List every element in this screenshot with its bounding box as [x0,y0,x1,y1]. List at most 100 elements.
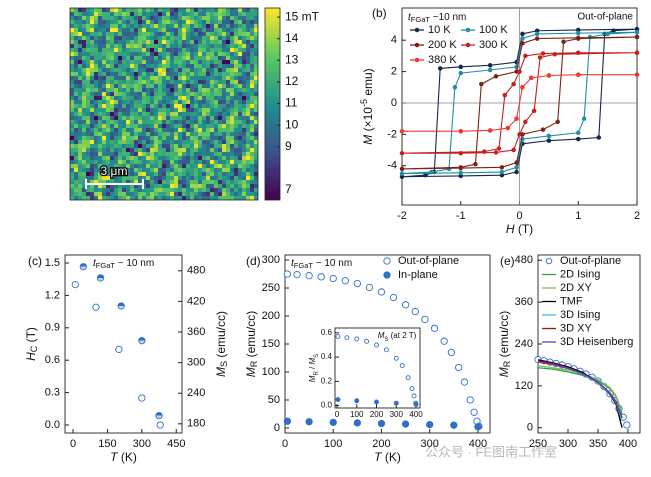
image-pixel [162,136,166,140]
image-pixel [238,56,242,60]
image-pixel [150,88,154,92]
image-pixel [214,28,218,32]
image-pixel [182,172,186,176]
image-pixel [138,68,142,72]
image-pixel [102,168,106,172]
image-pixel [110,180,114,184]
image-pixel [206,8,210,12]
marker [329,274,337,283]
image-pixel [86,128,90,132]
image-pixel [202,116,206,120]
image-pixel [174,168,178,172]
image-pixel [150,116,154,120]
x-tick-label: 300 [133,438,151,450]
image-pixel [230,68,234,72]
image-pixel [106,160,110,164]
image-pixel [174,60,178,64]
image-pixel [82,152,86,156]
image-pixel [126,116,130,120]
text-run: M [308,375,317,382]
image-pixel [114,80,118,84]
image-pixel [178,72,182,76]
image-pixel [154,96,158,100]
image-pixel [246,60,250,64]
image-pixel [178,184,182,188]
marker [514,169,519,175]
image-pixel [238,192,242,196]
image-pixel [126,168,130,172]
image-pixel [154,44,158,48]
image-pixel [106,12,110,16]
image-pixel [90,180,94,184]
image-pixel [146,36,150,40]
image-pixel [114,196,118,200]
image-pixel [162,160,166,164]
image-pixel [98,64,102,68]
image-pixel [150,148,154,152]
image-pixel [138,144,142,148]
image-pixel [122,120,126,124]
image-pixel [198,72,202,76]
image-pixel [70,92,74,96]
image-pixel [162,28,166,32]
image-pixel [70,24,74,28]
image-pixel [250,152,254,156]
image-pixel [154,196,158,200]
image-pixel [254,44,258,48]
image-pixel [246,96,250,100]
image-pixel [242,136,246,140]
image-pixel [110,68,114,72]
image-pixel [138,60,142,64]
image-pixel [206,28,210,32]
image-pixel [126,100,130,104]
panel-label: (b) [372,6,387,20]
image-pixel [130,52,134,56]
image-pixel [182,40,186,44]
image-pixel [146,100,150,104]
image-pixel [186,188,190,192]
image-pixel [122,60,126,64]
image-pixel [218,20,222,24]
image-pixel [154,20,158,24]
image-pixel [182,20,186,24]
image-pixel [170,100,174,104]
image-pixel [254,96,258,100]
image-pixel [162,116,166,120]
image-pixel [102,184,106,188]
image-pixel [230,48,234,52]
image-pixel [78,148,82,152]
image-pixel [210,60,214,64]
image-pixel [186,144,190,148]
image-pixel [186,36,190,40]
image-pixel [170,36,174,40]
image-pixel [246,160,250,164]
image-pixel [110,192,114,196]
image-pixel [218,56,222,60]
marker [414,42,420,48]
image-pixel [110,96,114,100]
image-pixel [202,164,206,168]
image-pixel [146,80,150,84]
image-pixel [78,168,82,172]
image-pixel [142,192,146,196]
image-pixel [226,64,230,68]
image-pixel [246,144,250,148]
image-pixel [218,96,222,100]
image-pixel [82,80,86,84]
image-pixel [158,196,162,200]
image-pixel [118,100,122,104]
image-pixel [210,28,214,32]
image-pixel [230,20,234,24]
image-pixel [130,160,134,164]
image-pixel [114,72,118,76]
image-pixel [138,164,142,168]
image-pixel [158,76,162,80]
image-pixel [190,160,194,164]
image-pixel [254,136,258,140]
image-pixel [222,116,226,120]
image-pixel [138,96,142,100]
image-pixel [130,92,134,96]
image-pixel [242,152,246,156]
image-pixel [162,140,166,144]
image-pixel [170,192,174,196]
